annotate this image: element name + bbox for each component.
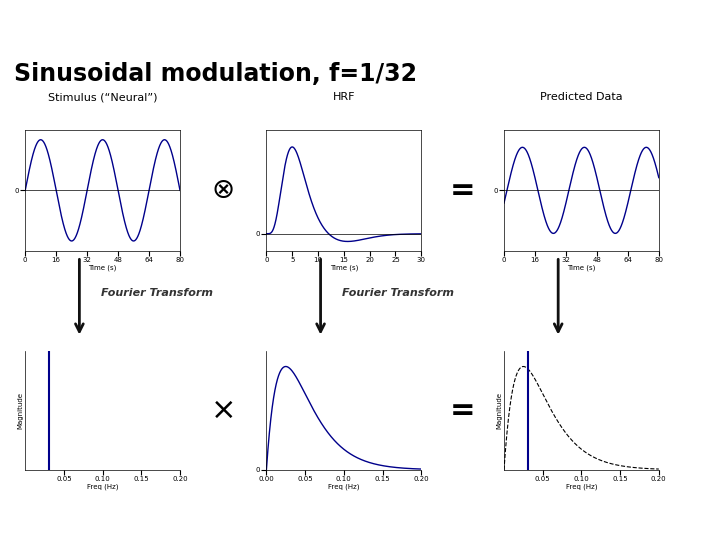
Text: Stimulus (“Neural”): Stimulus (“Neural”) bbox=[48, 92, 158, 102]
Y-axis label: Magnitude: Magnitude bbox=[18, 392, 24, 429]
Y-axis label: Magnitude: Magnitude bbox=[497, 392, 503, 429]
X-axis label: Freq (Hz): Freq (Hz) bbox=[87, 483, 118, 490]
Text: =: = bbox=[450, 396, 475, 425]
X-axis label: Time (s): Time (s) bbox=[330, 265, 358, 271]
Text: ⊗: ⊗ bbox=[212, 177, 235, 204]
Text: ∓: ∓ bbox=[613, 14, 634, 38]
X-axis label: Freq (Hz): Freq (Hz) bbox=[328, 483, 359, 490]
Text: =: = bbox=[450, 176, 475, 205]
Text: Sinusoidal modulation, f=1/32: Sinusoidal modulation, f=1/32 bbox=[14, 62, 418, 86]
Text: HRF: HRF bbox=[333, 92, 355, 102]
Text: Fourier Transform: Fourier Transform bbox=[342, 288, 454, 298]
Text: Predicted Data: Predicted Data bbox=[540, 92, 623, 102]
Text: ×: × bbox=[210, 396, 236, 425]
Text: Fourier Transform: Fourier Transform bbox=[101, 288, 213, 298]
Text: SPM: SPM bbox=[621, 9, 709, 43]
X-axis label: Freq (Hz): Freq (Hz) bbox=[566, 483, 597, 490]
X-axis label: Time (s): Time (s) bbox=[567, 265, 595, 271]
X-axis label: Time (s): Time (s) bbox=[89, 265, 117, 271]
